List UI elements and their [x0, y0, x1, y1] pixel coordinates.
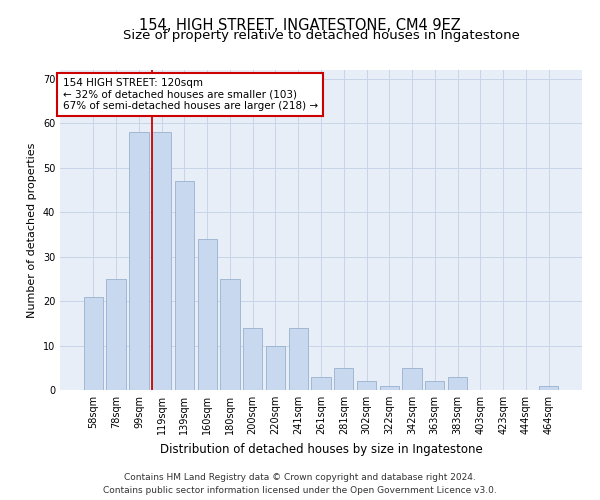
Title: Size of property relative to detached houses in Ingatestone: Size of property relative to detached ho… — [122, 30, 520, 43]
Bar — [106, 279, 126, 390]
Bar — [448, 376, 467, 390]
Bar — [197, 239, 217, 390]
Bar — [220, 279, 239, 390]
Bar — [357, 381, 376, 390]
Bar — [539, 386, 558, 390]
X-axis label: Distribution of detached houses by size in Ingatestone: Distribution of detached houses by size … — [160, 442, 482, 456]
Bar — [311, 376, 331, 390]
Bar — [175, 181, 194, 390]
Bar — [152, 132, 172, 390]
Bar — [289, 328, 308, 390]
Bar — [243, 328, 262, 390]
Text: Contains HM Land Registry data © Crown copyright and database right 2024.
Contai: Contains HM Land Registry data © Crown c… — [103, 474, 497, 495]
Text: 154, HIGH STREET, INGATESTONE, CM4 9EZ: 154, HIGH STREET, INGATESTONE, CM4 9EZ — [139, 18, 461, 32]
Bar — [403, 368, 422, 390]
Y-axis label: Number of detached properties: Number of detached properties — [27, 142, 37, 318]
Bar — [84, 296, 103, 390]
Bar — [334, 368, 353, 390]
Bar — [266, 346, 285, 390]
Bar — [425, 381, 445, 390]
Bar — [380, 386, 399, 390]
Bar — [129, 132, 149, 390]
Text: 154 HIGH STREET: 120sqm
← 32% of detached houses are smaller (103)
67% of semi-d: 154 HIGH STREET: 120sqm ← 32% of detache… — [62, 78, 318, 111]
